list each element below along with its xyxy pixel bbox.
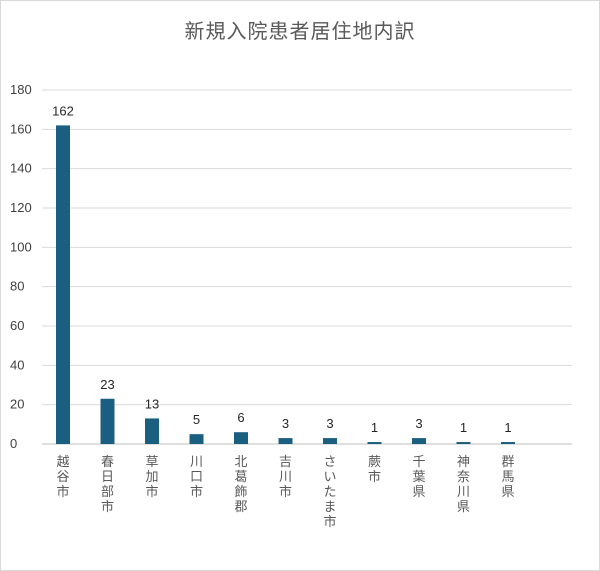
data-label: 5 — [193, 412, 200, 427]
y-tick-label: 60 — [10, 318, 24, 333]
category-label: 蕨市 — [368, 455, 381, 485]
bar — [278, 438, 293, 444]
data-label: 23 — [100, 377, 114, 392]
category-label: 群馬県 — [501, 455, 514, 500]
bar — [323, 438, 337, 444]
category-label: 川口市 — [190, 455, 203, 500]
category-label: 春日部市 — [101, 455, 114, 515]
data-label: 3 — [282, 416, 289, 431]
y-tick-label: 0 — [10, 436, 17, 451]
bar — [456, 442, 471, 444]
category-label: 越谷市 — [56, 455, 69, 500]
bar — [100, 398, 115, 444]
y-tick-label: 100 — [10, 239, 32, 254]
data-label: 6 — [237, 410, 244, 425]
bar — [367, 442, 382, 444]
y-tick-label: 40 — [10, 357, 24, 372]
chart-title: 新規入院患者居住地内訳 — [184, 19, 416, 43]
y-tick-label: 140 — [10, 161, 32, 176]
bar — [412, 438, 426, 444]
data-label: 1 — [460, 420, 467, 435]
bar — [189, 434, 204, 444]
data-label: 3 — [326, 416, 333, 431]
y-tick-label: 80 — [10, 279, 24, 294]
y-tick-label: 160 — [10, 121, 32, 136]
bar — [234, 432, 248, 444]
y-tick-label: 120 — [10, 200, 32, 215]
category-label: 草加市 — [145, 455, 158, 500]
category-label: 神奈川県 — [457, 455, 470, 515]
data-label: 13 — [145, 396, 159, 411]
y-tick-label: 20 — [10, 397, 24, 412]
data-label: 1 — [504, 420, 511, 435]
bar — [145, 418, 159, 444]
y-tick-label: 180 — [10, 82, 32, 97]
data-label: 3 — [415, 416, 422, 431]
data-label: 1 — [371, 420, 378, 435]
bar — [56, 125, 70, 445]
bar — [501, 442, 515, 444]
category-label: 北葛飾郡 — [234, 455, 247, 515]
category-label: 吉川市 — [279, 455, 292, 500]
category-label: さいたま市 — [323, 455, 336, 530]
data-label: 162 — [52, 103, 74, 118]
category-label: 千葉県 — [412, 455, 425, 500]
